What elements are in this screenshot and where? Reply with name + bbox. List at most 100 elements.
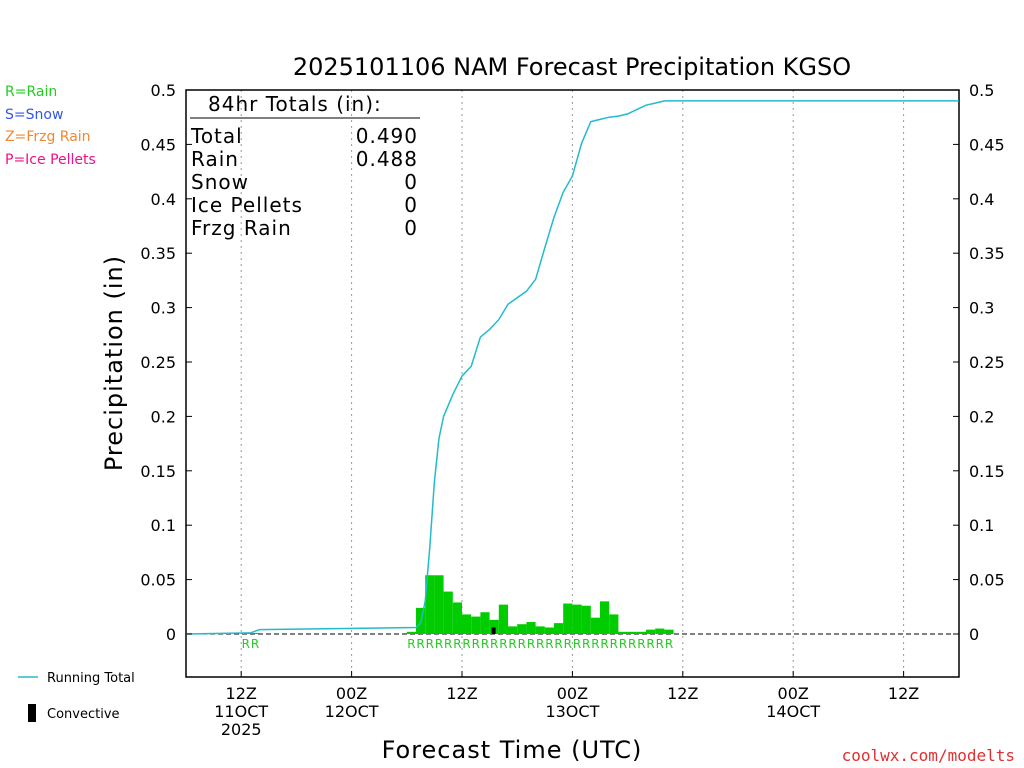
ptype-label: R [527,637,535,651]
legend-frzg-rain: Z=Frzg Rain [5,129,91,145]
rain-bar [443,591,453,634]
totals-value-total: 0.490 [356,124,418,148]
rain-bar [498,604,508,634]
rain-bar [471,616,481,634]
convective-bar [491,627,496,634]
rain-bar [600,601,610,634]
y-tick-label-right: 0.1 [969,516,994,535]
y-tick-label-right: 0.2 [969,407,994,426]
legend-ice-pellets: P=Ice Pellets [5,152,96,168]
rain-bar [618,631,628,634]
rain-bar [554,623,564,634]
x-tick-label: 13OCT [545,702,599,721]
running-total-legend-label: Running Total [47,671,135,686]
ptype-label: R [573,637,581,651]
convective-swatch [28,704,36,722]
x-tick-label: 14OCT [766,702,820,721]
ptype-label: R [646,637,654,651]
rain-bar [526,622,536,634]
totals-box: 84hr Totals (in): Total 0.490 Rain 0.488… [190,92,420,240]
ptype-label: R [665,637,673,651]
y-axis-ticks: 0 00.05 0.050.1 0.10.15 0.150.2 0.20.25 0.250.… [140,81,1004,644]
rain-bar [563,603,573,634]
x-tick-label: 12Z [226,684,257,703]
ptype-label: R [426,637,434,651]
y-tick-label-left: 0.5 [151,81,176,100]
rain-bar [480,612,490,634]
ptype-label: R [416,637,424,651]
ptype-label: R [251,637,259,651]
rain-bar [590,617,600,634]
totals-value-frzg-rain: 0 [404,216,418,240]
totals-label-ice-pellets: Ice Pellets [191,193,303,217]
y-tick-label-right: 0.35 [969,244,1005,263]
rain-bar [572,604,582,634]
y-tick-label-left: 0.35 [140,244,176,263]
ptype-label: R [490,637,498,651]
rain-bar [581,605,591,634]
rain-bar [406,631,416,634]
ptype-label: R [462,637,470,651]
rain-bar [489,619,499,634]
rain-bar [434,575,444,634]
x-tick-label: 00Z [557,684,588,703]
ptype-label: R [518,637,526,651]
rain-bar [636,631,646,634]
bottom-legend: Running Total Convective [18,671,135,722]
vertical-gridlines [240,90,905,677]
legend-rain: R=Rain [5,84,57,100]
y-tick-label-right: 0.3 [969,299,994,318]
convective-legend-label: Convective [47,707,120,722]
x-tick-label: 2025 [221,720,262,739]
ptype-label: R [591,637,599,651]
ptype-label: R [582,637,590,651]
running-total-line [185,100,959,635]
y-tick-label-right: 0.4 [969,190,994,209]
chart-title: 2025101106 NAM Forecast Precipitation KG… [293,53,851,81]
ptype-label: R [536,637,544,651]
y-tick-label-left: 0.25 [140,353,176,372]
rain-bar [655,628,665,634]
ptype-label: R [554,637,562,651]
totals-label-rain: Rain [191,147,239,171]
x-tick-label: 12Z [667,684,698,703]
ptype-label: R [453,637,461,651]
ptype-label: R [545,637,553,651]
y-tick-label-left: 0 [166,625,176,644]
rain-bar [250,632,260,634]
y-tick-label-left: 0.45 [140,135,176,154]
y-tick-label-left: 0.15 [140,462,176,481]
y-tick-label-right: 0.15 [969,462,1005,481]
ptype-label: R [499,637,507,651]
rain-bar [452,602,462,634]
bar-series [241,575,674,634]
ptype-label: R [508,637,516,651]
y-tick-label-left: 0.05 [140,571,176,590]
totals-value-snow: 0 [404,170,418,194]
y-tick-label-right: 0.05 [969,571,1005,590]
ptype-label: R [444,637,452,651]
y-tick-label-right: 0.5 [969,81,994,100]
ptype-label: R [242,637,250,651]
legend-snow: S=Snow [5,107,63,123]
convective-series [491,627,496,634]
totals-label-frzg-rain: Frzg Rain [191,216,292,240]
ptype-label: R [564,637,572,651]
y-tick-label-left: 0.3 [151,299,176,318]
credit-text: coolwx.com/modelts [842,746,1015,765]
rain-bar [508,626,518,634]
y-tick-label-right: 0.25 [969,353,1005,372]
rain-bar [646,629,656,634]
ptype-label: R [610,637,618,651]
rain-bar [425,575,435,634]
ptype-label: R [481,637,489,651]
totals-value-ice-pellets: 0 [404,193,418,217]
rain-bar [517,624,527,634]
x-tick-label: 12OCT [325,702,379,721]
x-axis-label: Forecast Time (UTC) [382,736,643,764]
x-tick-label: 12Z [888,684,919,703]
y-axis-label: Precipitation (in) [100,255,128,471]
